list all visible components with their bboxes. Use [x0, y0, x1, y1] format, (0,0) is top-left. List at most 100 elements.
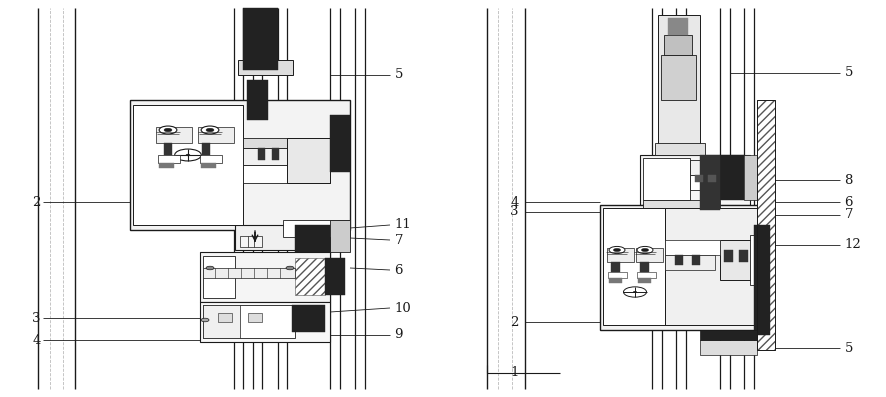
Bar — [637, 272, 656, 278]
Text: 4: 4 — [33, 333, 41, 347]
Bar — [203, 305, 295, 338]
Bar — [272, 148, 279, 160]
Bar — [243, 148, 330, 165]
Bar — [258, 148, 265, 160]
Bar — [133, 105, 243, 225]
Bar — [690, 160, 725, 175]
Text: 12: 12 — [844, 239, 861, 252]
Bar — [692, 255, 700, 265]
Bar — [201, 163, 216, 168]
Bar — [238, 60, 293, 75]
Text: 3: 3 — [32, 312, 41, 324]
Text: 10: 10 — [394, 301, 411, 314]
Bar — [283, 220, 350, 237]
Text: 7: 7 — [844, 208, 853, 222]
Bar — [600, 205, 770, 330]
Bar — [248, 313, 262, 322]
Bar — [203, 305, 240, 338]
Bar — [218, 313, 232, 322]
Bar — [200, 155, 222, 163]
Bar — [330, 115, 350, 172]
Bar — [640, 262, 649, 272]
Bar — [609, 278, 622, 283]
Bar — [243, 165, 330, 183]
Bar — [158, 155, 180, 163]
Bar — [708, 175, 716, 182]
Bar — [695, 175, 703, 182]
Circle shape — [633, 291, 637, 293]
Circle shape — [164, 128, 172, 132]
Bar — [700, 330, 757, 340]
Bar — [608, 272, 627, 278]
Bar — [664, 35, 692, 55]
Bar — [607, 248, 634, 262]
Bar — [655, 143, 705, 155]
Bar — [757, 100, 775, 350]
Bar — [240, 236, 262, 247]
Bar — [665, 240, 720, 255]
Bar — [700, 340, 757, 355]
Text: 6: 6 — [844, 195, 853, 208]
Circle shape — [641, 249, 649, 252]
Bar — [292, 305, 325, 332]
Bar — [744, 155, 757, 200]
Bar — [690, 175, 720, 190]
Text: 11: 11 — [394, 218, 411, 231]
Bar — [636, 248, 663, 262]
Bar — [661, 55, 696, 100]
Text: 3: 3 — [510, 206, 518, 218]
Circle shape — [206, 266, 214, 270]
Bar — [156, 127, 192, 143]
Text: 4: 4 — [510, 195, 518, 208]
Text: 5: 5 — [844, 67, 853, 79]
Bar — [611, 262, 620, 272]
Bar — [295, 258, 325, 295]
Bar — [203, 268, 295, 278]
Bar — [203, 256, 235, 298]
Bar — [724, 250, 733, 262]
Bar — [665, 255, 715, 270]
Bar — [330, 220, 350, 252]
Circle shape — [609, 247, 625, 254]
Text: 5: 5 — [844, 341, 853, 355]
Bar — [668, 18, 688, 35]
Text: 6: 6 — [394, 264, 403, 276]
Circle shape — [201, 126, 219, 134]
Text: 7: 7 — [394, 233, 403, 247]
Bar — [603, 208, 665, 325]
Bar — [720, 240, 757, 280]
Circle shape — [159, 126, 177, 134]
Text: 9: 9 — [394, 328, 403, 341]
Bar — [643, 158, 690, 200]
Bar — [739, 250, 748, 262]
Bar — [235, 225, 330, 250]
Bar — [750, 235, 770, 285]
Circle shape — [286, 266, 294, 270]
Bar — [247, 80, 268, 120]
Bar — [200, 302, 330, 342]
Bar — [640, 155, 750, 205]
Text: 1: 1 — [510, 366, 518, 380]
Bar — [757, 100, 775, 350]
Bar — [130, 100, 350, 230]
Circle shape — [186, 154, 190, 156]
Bar — [754, 225, 770, 335]
Bar — [643, 200, 720, 210]
Bar — [287, 138, 330, 183]
Circle shape — [201, 318, 209, 322]
Bar — [720, 155, 744, 200]
Bar — [700, 155, 720, 210]
Text: 2: 2 — [510, 316, 518, 328]
Text: 2: 2 — [33, 195, 41, 208]
Bar — [325, 258, 345, 295]
Text: 8: 8 — [844, 173, 853, 187]
Circle shape — [637, 247, 653, 254]
Circle shape — [206, 128, 214, 132]
Bar — [159, 163, 174, 168]
Bar — [675, 255, 683, 265]
Circle shape — [613, 249, 620, 252]
Bar — [243, 138, 330, 148]
Bar — [658, 15, 700, 145]
Bar — [164, 143, 172, 155]
Bar — [202, 143, 210, 155]
